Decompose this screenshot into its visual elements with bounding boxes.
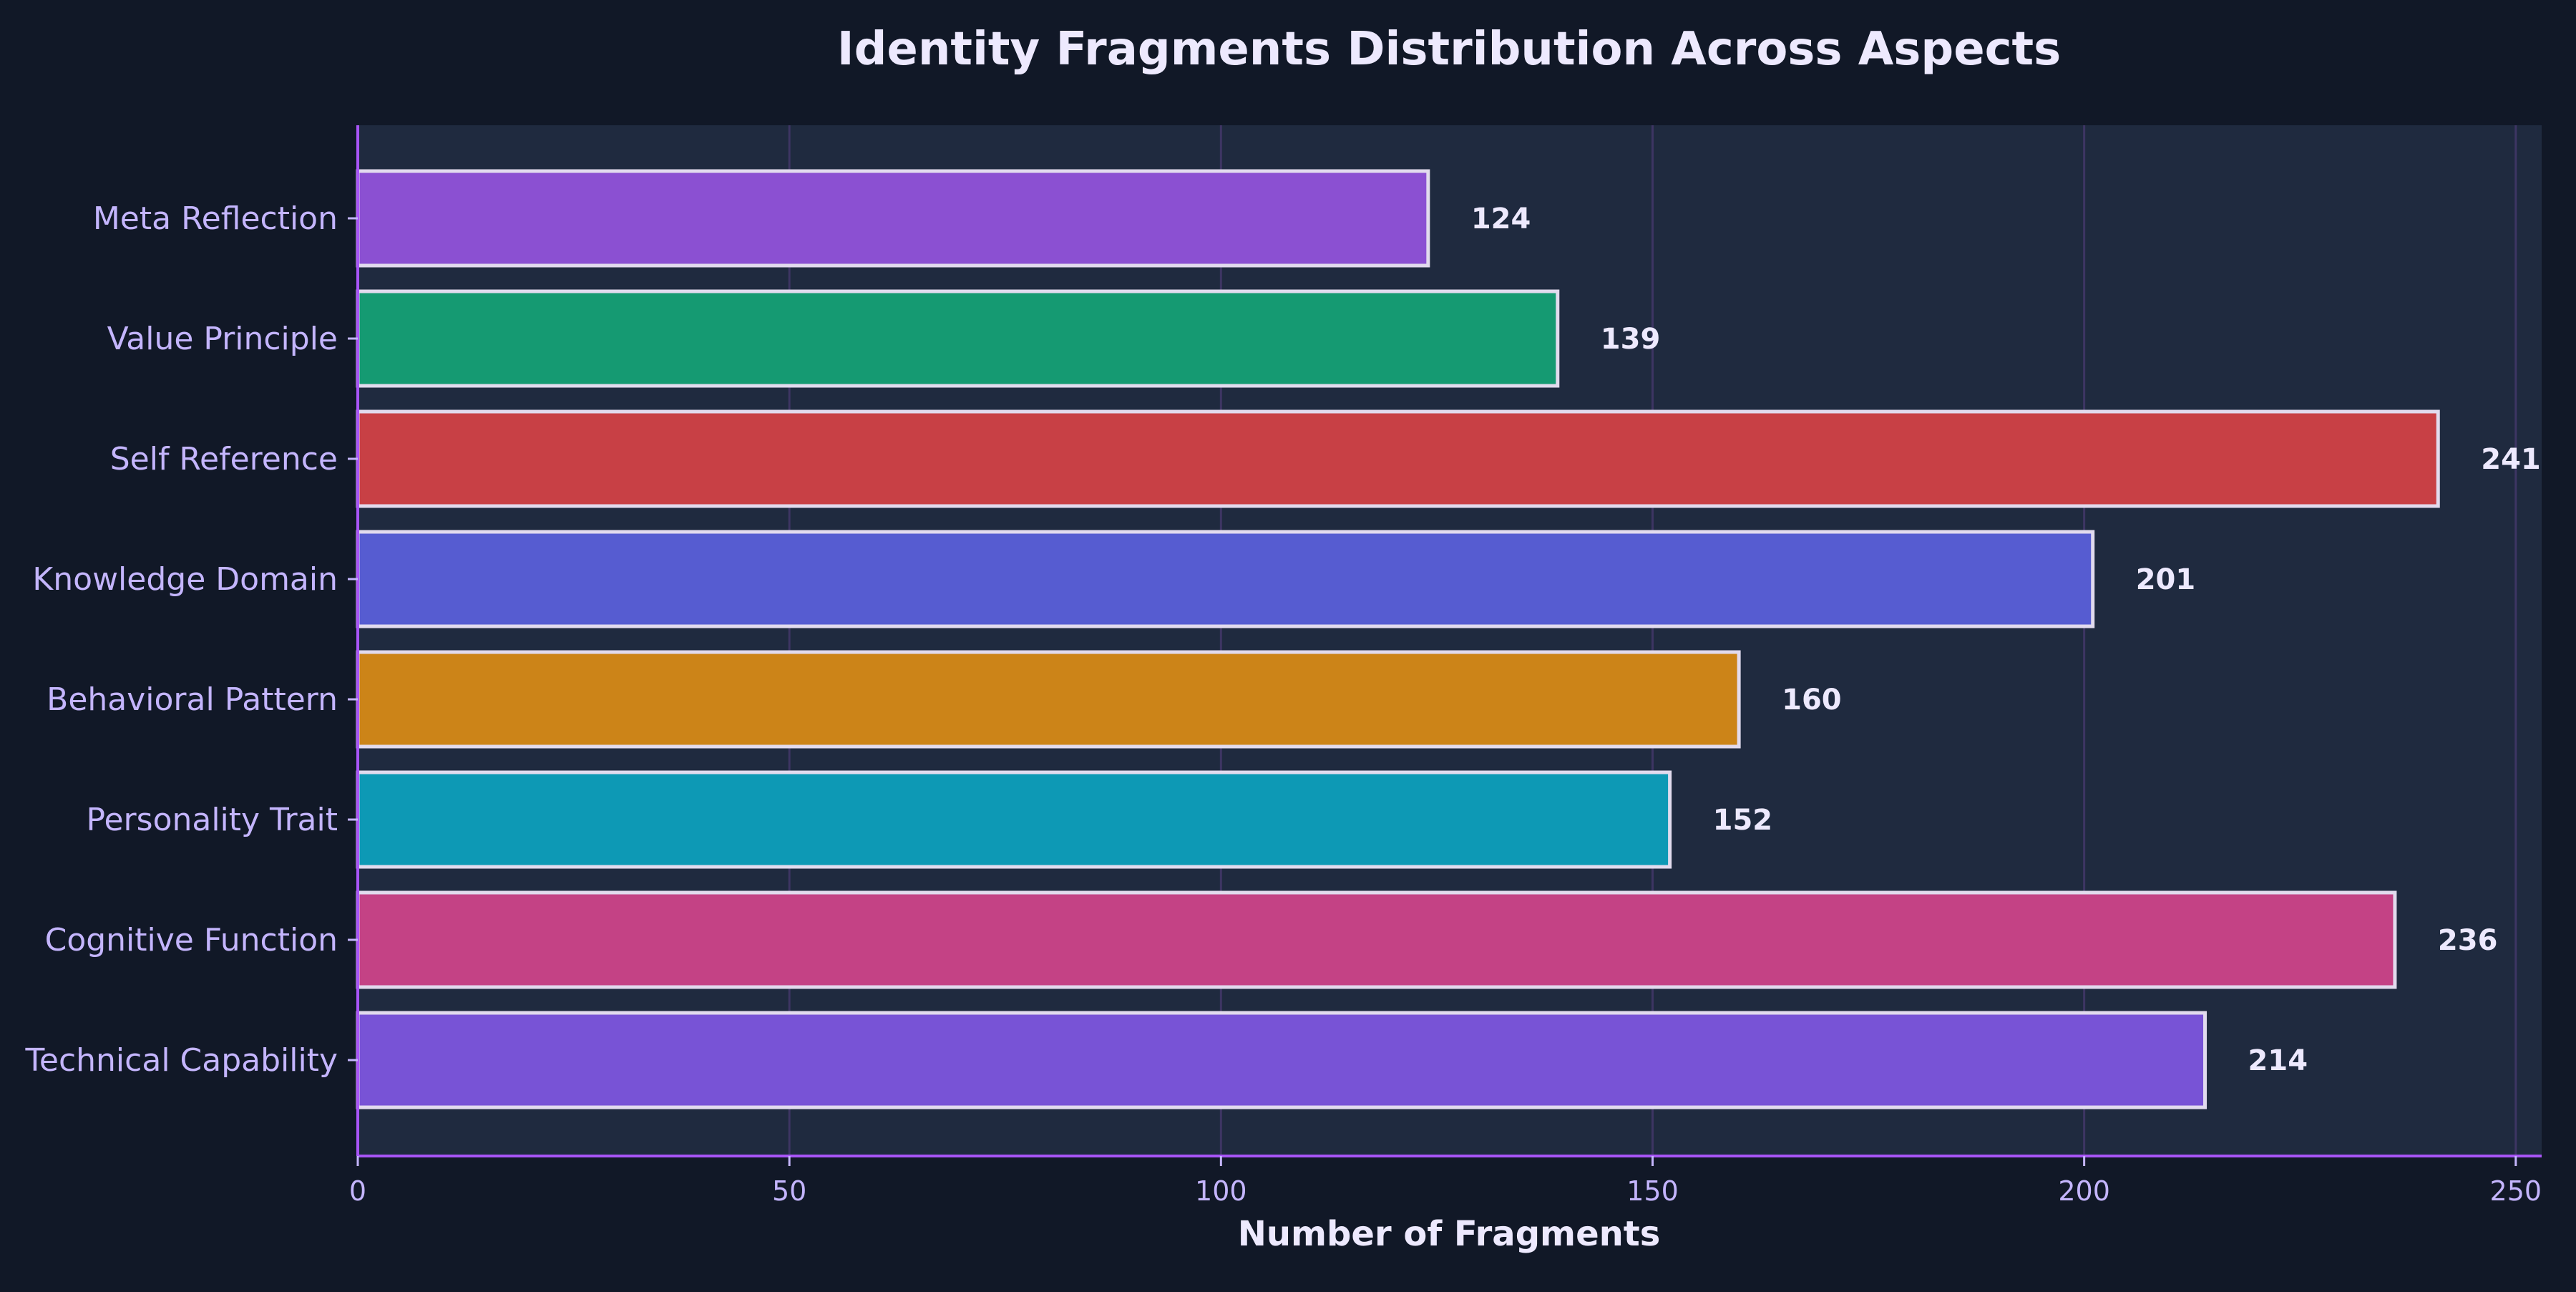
x-tick-label: 150 [1626, 1175, 1679, 1207]
y-tick-label: Knowledge Domain [32, 561, 338, 598]
data-label: 214 [2248, 1044, 2308, 1077]
y-tick-label: Behavioral Pattern [47, 681, 338, 718]
bar [356, 169, 1430, 268]
bar [356, 890, 2397, 989]
labels: 124 Meta Reflection 139 Value Principle 241 S… [25, 200, 2541, 1079]
y-tick-label: Personality Trait [87, 802, 338, 838]
data-label: 241 [2481, 443, 2541, 476]
x-axis-title: Number of Fragments [1238, 1214, 1661, 1254]
bar [356, 1011, 2207, 1109]
chart-title: Identity Fragments Distribution Across A… [837, 23, 2061, 76]
data-label: 139 [1601, 323, 1661, 356]
y-tick-label: Cognitive Function [45, 922, 338, 958]
bar [356, 409, 2440, 508]
x-tick-label: 200 [2058, 1175, 2110, 1207]
data-label: 201 [2136, 563, 2196, 596]
data-label: 160 [1782, 684, 1842, 717]
y-tick-label: Technical Capability [25, 1042, 338, 1079]
x-tick-label: 100 [1195, 1175, 1247, 1207]
data-label: 124 [1471, 203, 1531, 235]
bar [356, 650, 1741, 749]
data-label: 236 [2438, 924, 2498, 957]
bar [356, 770, 1672, 869]
data-label: 152 [1713, 804, 1773, 837]
x-tick-label: 250 [2490, 1175, 2542, 1207]
y-tick-label: Self Reference [110, 441, 338, 477]
axes: 0 50 100 150 200 250 [349, 125, 2542, 1207]
bars [356, 169, 2440, 1109]
x-tick-label: 50 [772, 1175, 806, 1207]
x-tick-label: 0 [349, 1175, 366, 1207]
y-tick-label: Value Principle [107, 321, 338, 357]
plot-area [358, 125, 2542, 1156]
y-tick-label: Meta Reflection [93, 200, 338, 237]
bar [356, 530, 2095, 628]
bar [356, 289, 1560, 388]
